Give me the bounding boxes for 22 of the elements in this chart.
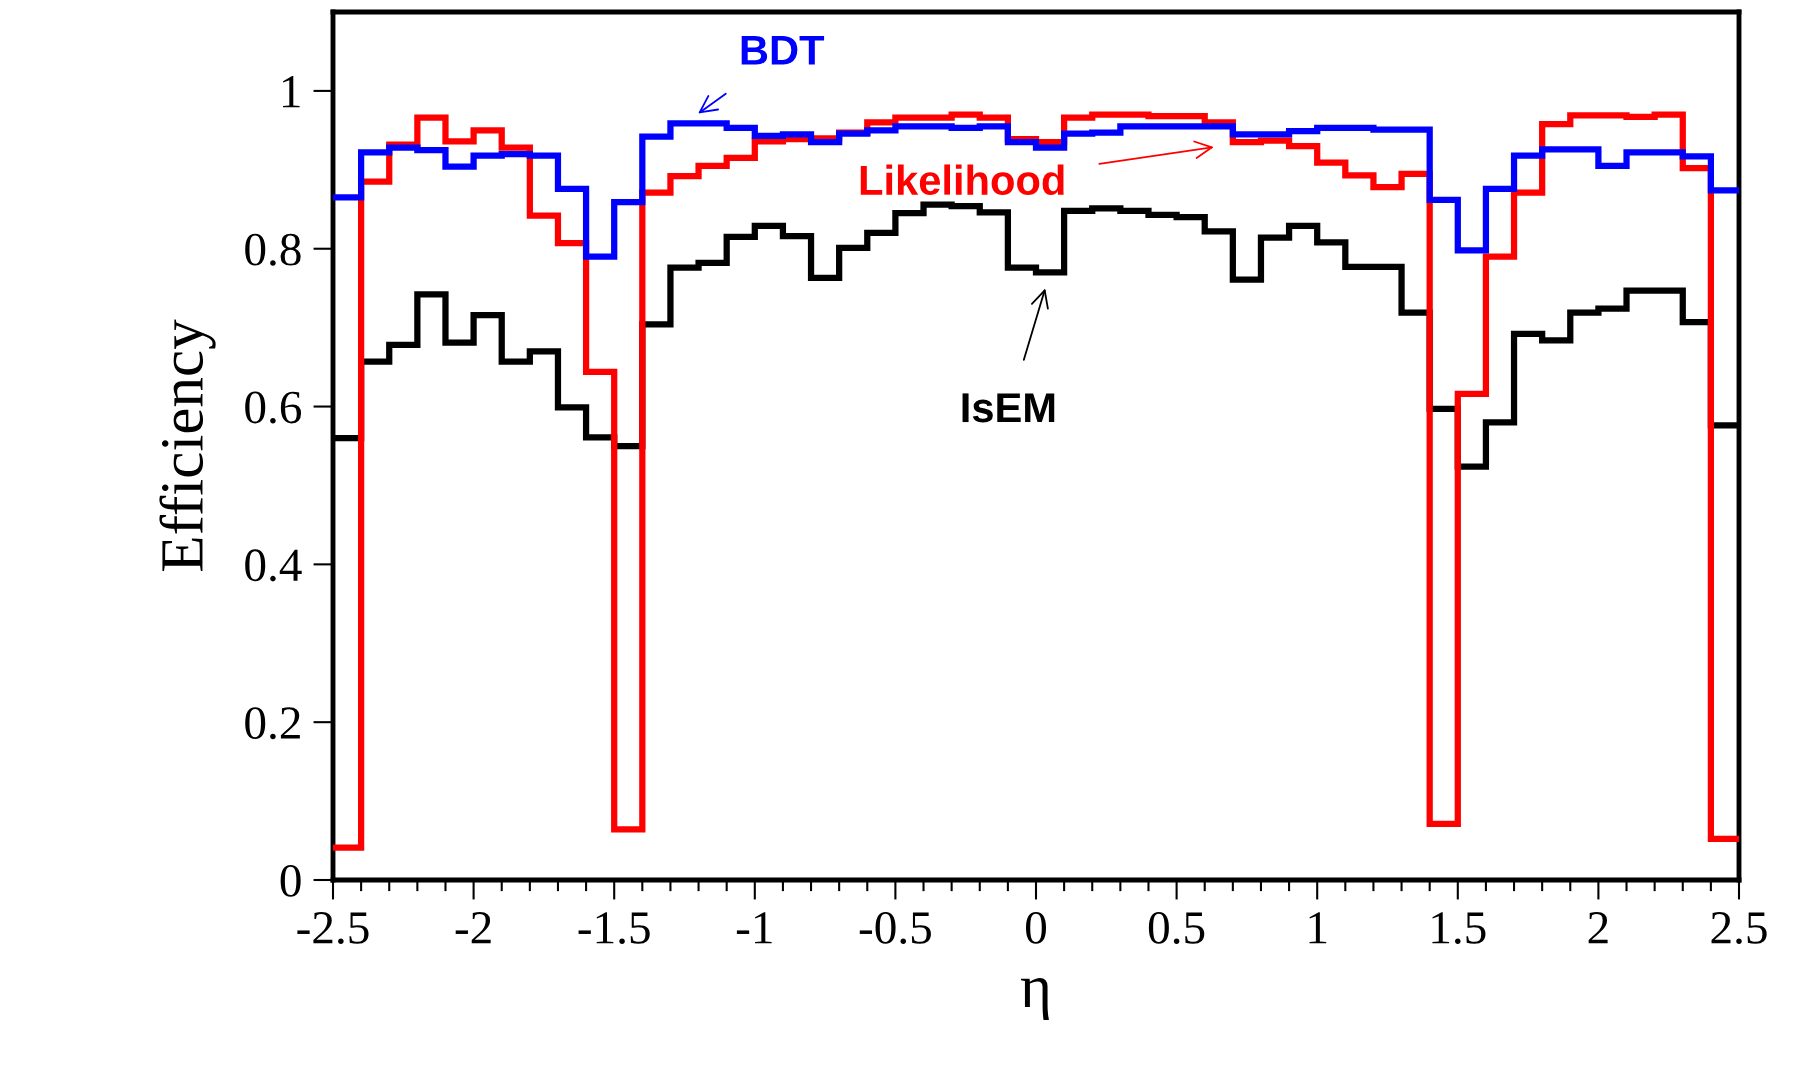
x-tick-label: 1 (1309, 912, 1327, 944)
legend-label: Likelihood (860, 164, 1064, 196)
y-tick-label: 0.8 (245, 233, 301, 266)
y-tick-label: 0.6 (245, 391, 302, 424)
x-tick-label: -0.5 (859, 911, 931, 944)
y-tick-label: 1 (282, 76, 300, 108)
y-axis-title: Efficiency (159, 319, 216, 571)
x-tick-label: -2.5 (297, 912, 369, 944)
text: IsEM (962, 393, 1055, 423)
series-label: BDT (741, 35, 825, 65)
x-tick-label: 1.5 (1432, 912, 1486, 944)
y-tick-label: 0.4 (245, 549, 302, 582)
x-tick-label: 2.5 (1711, 912, 1767, 944)
x-tick-label: 0 (1025, 911, 1047, 944)
x-tick-label: -2 (455, 912, 491, 944)
x-tick-label: 0.5 (1148, 911, 1205, 944)
y-tick-label: 0 (280, 864, 301, 897)
x-tick-label: -1 (736, 912, 772, 944)
x-axis-title: η (1020, 978, 1049, 1020)
x-tick-label: -1.5 (578, 912, 650, 944)
x-tick-label: 2 (1588, 912, 1608, 944)
y-tick-label: 0.2 (245, 707, 300, 740)
